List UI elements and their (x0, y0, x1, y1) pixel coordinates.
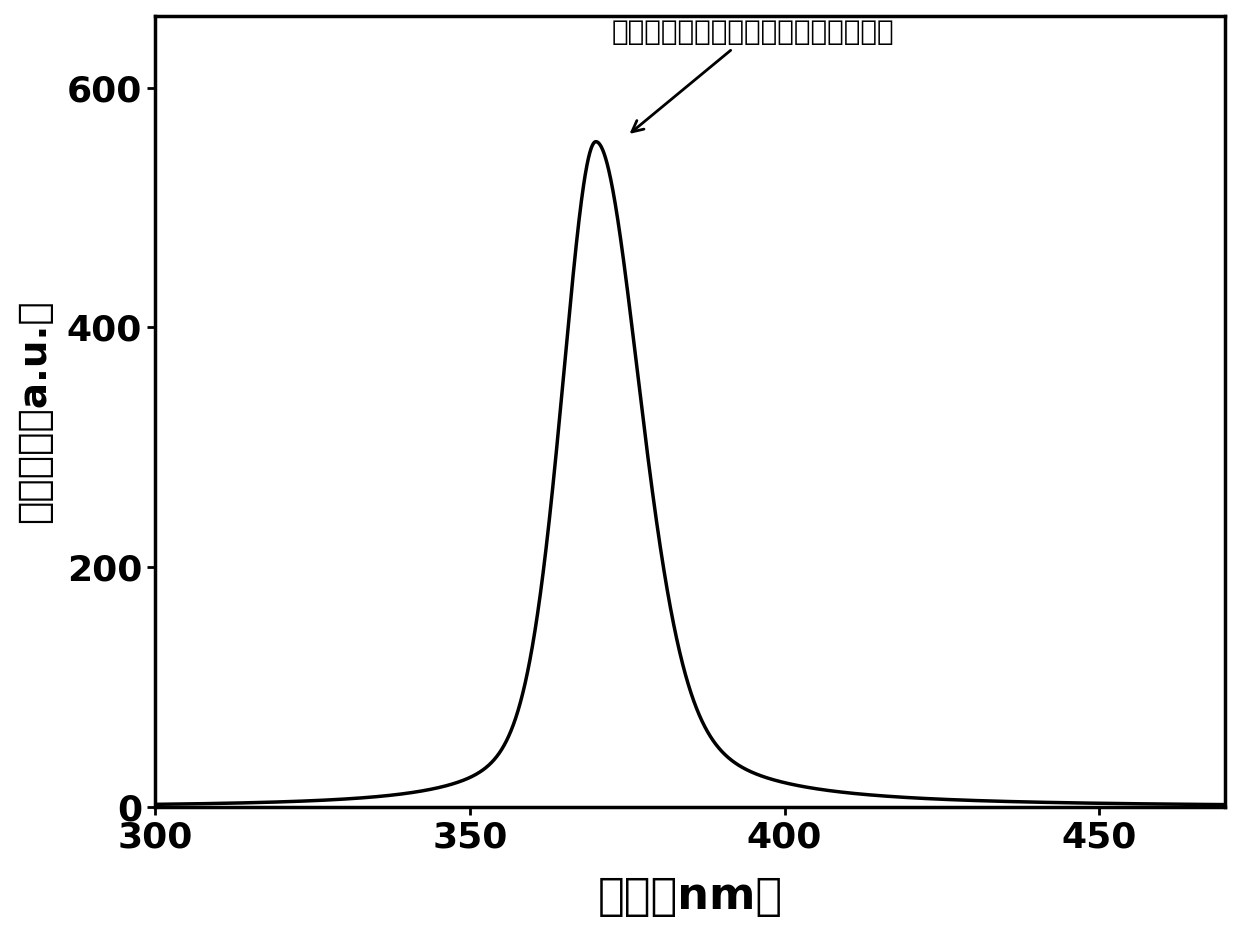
X-axis label: 波长（nm）: 波长（nm） (598, 875, 782, 918)
Text: 甲胺铅溨钓钒矿量子点的光致发光谱图: 甲胺铅溨钓钒矿量子点的光致发光谱图 (611, 18, 894, 132)
Y-axis label: 光致发光（a.u.）: 光致发光（a.u.） (15, 299, 53, 523)
